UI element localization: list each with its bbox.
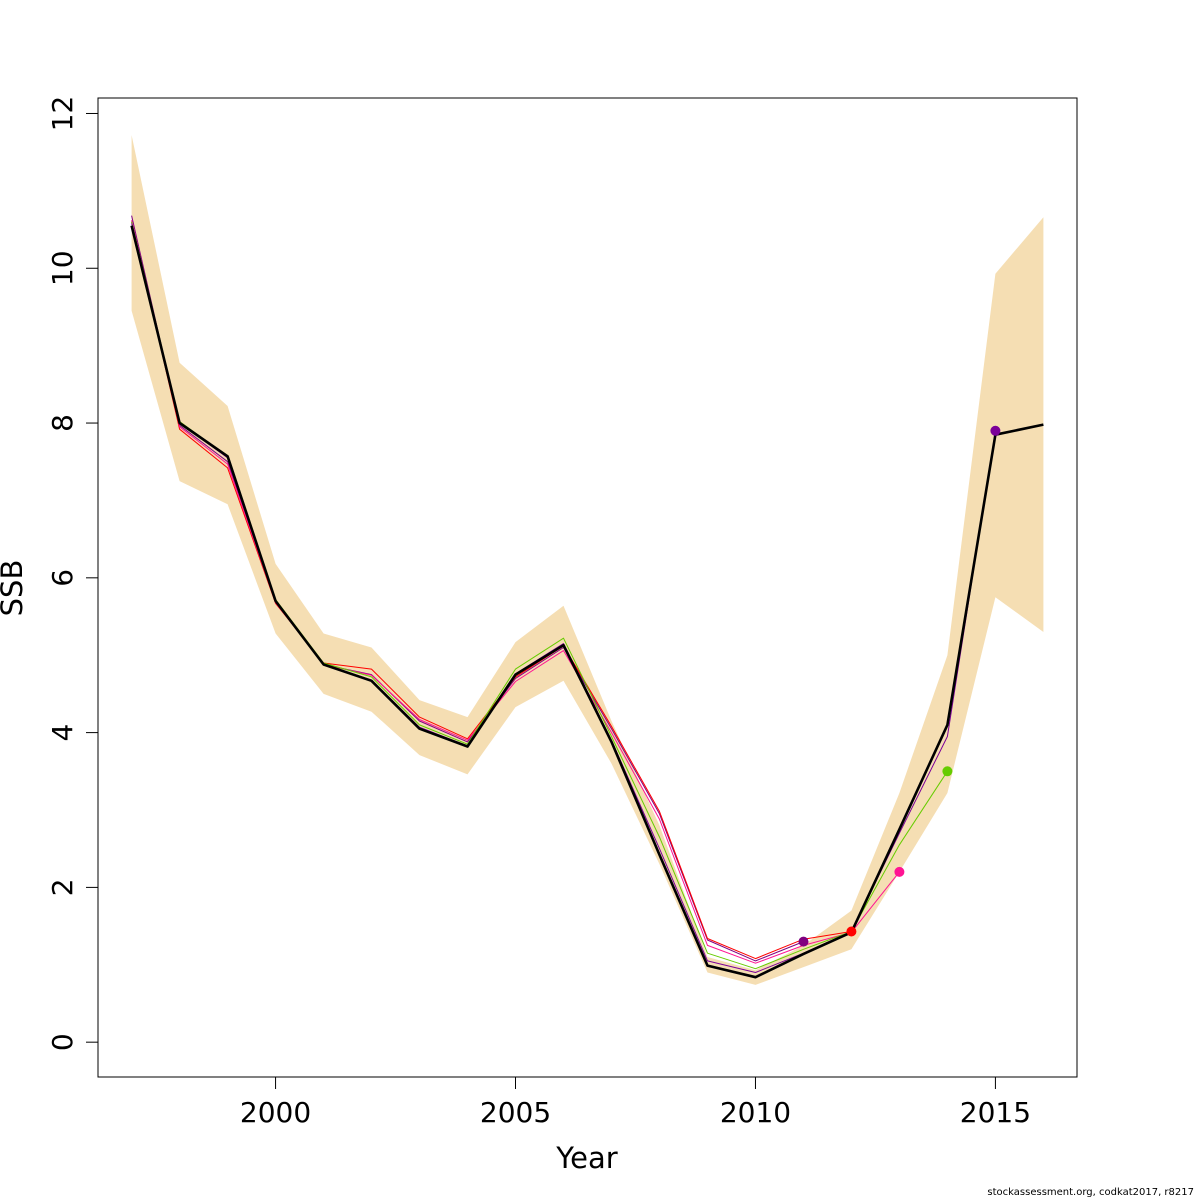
series-endpoint-3: [894, 866, 905, 877]
x-tick-label: 2010: [720, 1096, 791, 1129]
y-tick-label: 2: [46, 878, 79, 896]
y-tick-label: 0: [46, 1033, 79, 1051]
y-axis: 0 2 4 6 8 10 12: [46, 96, 99, 1051]
series-line-5: [131, 223, 996, 973]
series-endpoints: [798, 425, 1001, 947]
y-tick-label: 10: [46, 250, 79, 286]
series-line-1: [131, 215, 804, 962]
y-tick-label: 4: [46, 724, 79, 742]
plot-frame: [97, 97, 1078, 1078]
y-tick-label: 12: [46, 96, 79, 132]
x-tick-label: 2000: [240, 1096, 311, 1129]
series-endpoint-1: [798, 936, 809, 947]
confidence-band: [131, 135, 1044, 985]
x-tick-label: 2005: [480, 1096, 551, 1129]
footnote: stockassessment.org, codkat2017, r8217: [987, 1187, 1194, 1198]
confidence-band-area: [131, 135, 1044, 985]
y-axis-title: SSB: [0, 560, 29, 617]
y-tick-label: 6: [46, 569, 79, 587]
series-endpoint-2: [846, 926, 857, 937]
series-endpoint-4: [942, 766, 953, 777]
series-lines: [130, 215, 1044, 979]
y-tick-label: 8: [46, 414, 79, 432]
series-line-3: [131, 220, 900, 964]
series-endpoint-5: [990, 425, 1001, 436]
x-axis-title: Year: [555, 1141, 617, 1175]
series-line-6: [130, 225, 1044, 979]
series-line-4: [131, 221, 948, 970]
x-tick-label: 2015: [960, 1096, 1031, 1129]
x-axis: 2000 2005 2010 2015: [240, 1076, 1031, 1129]
series-line-2: [131, 221, 852, 960]
